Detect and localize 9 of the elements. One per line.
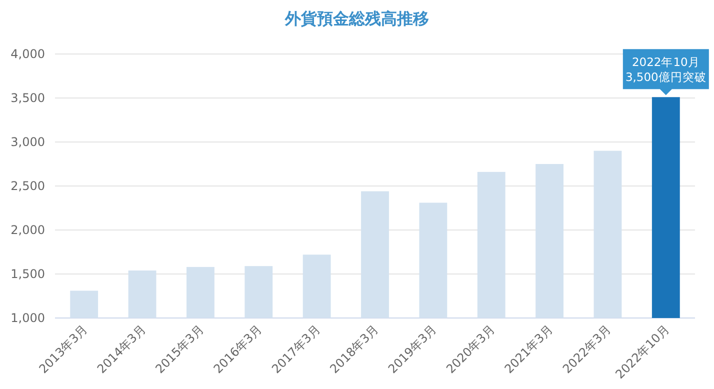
- annotation: 2022年10月 3,500億円突破: [625, 55, 706, 84]
- chart-title: 外貨預金総残高推移: [284, 9, 429, 28]
- y-tick-label: 3,500: [10, 91, 45, 105]
- y-tick-label: 4,000: [10, 47, 45, 61]
- y-tick-label: 2,000: [10, 223, 45, 237]
- y-tick-label: 1,000: [10, 311, 45, 325]
- y-tick-label: 2,500: [10, 179, 45, 193]
- y-tick-label: 3,000: [10, 135, 45, 149]
- y-tick-label: 1,500: [10, 267, 45, 281]
